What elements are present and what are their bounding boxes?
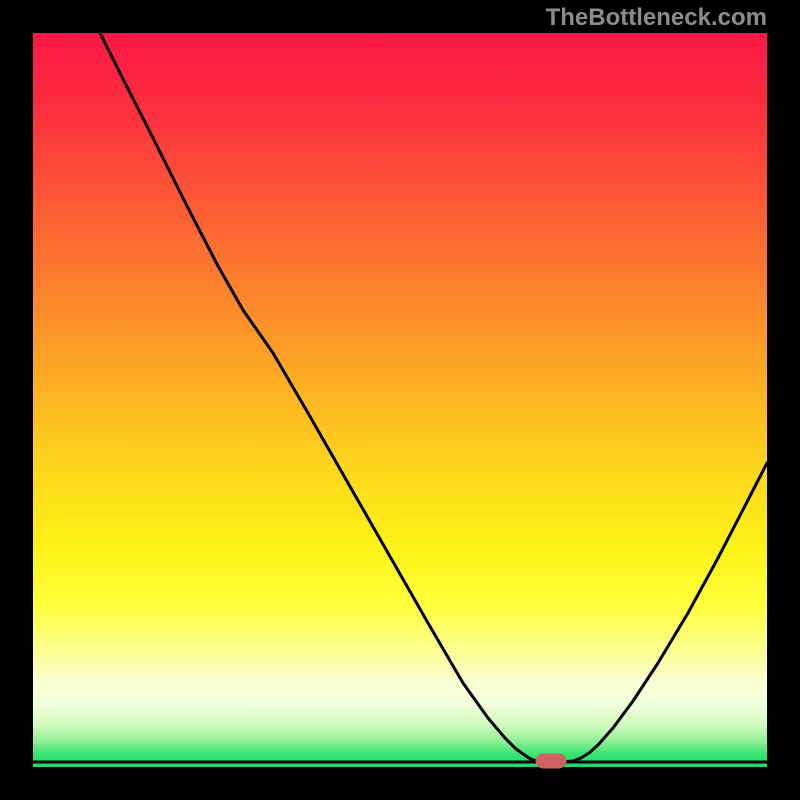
gradient-background <box>33 33 767 767</box>
optimum-marker <box>536 754 567 769</box>
plot-svg <box>33 33 767 767</box>
watermark-text: TheBottleneck.com <box>546 4 767 32</box>
plot-area <box>33 33 767 767</box>
